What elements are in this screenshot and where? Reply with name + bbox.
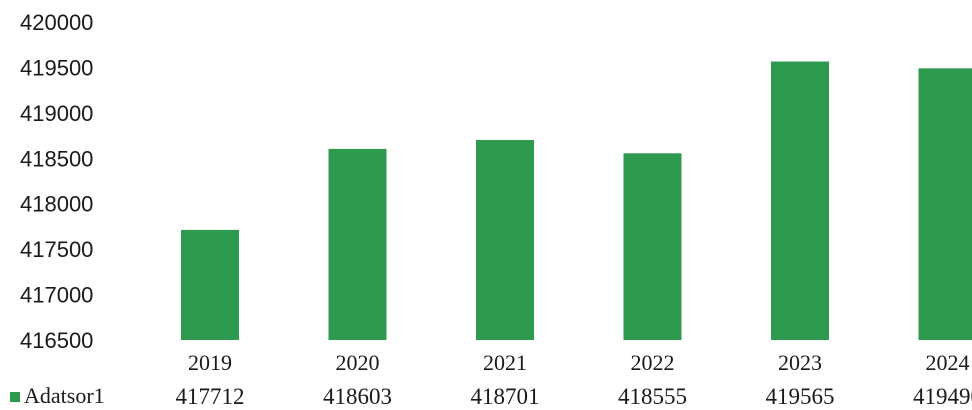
x-category-label: 2021 — [483, 350, 527, 375]
bar-2020 — [328, 148, 387, 340]
data-table-value: 418701 — [471, 384, 540, 409]
bar-2024 — [918, 68, 972, 340]
x-category-label: 2024 — [926, 350, 970, 375]
bar-2022 — [623, 153, 682, 340]
x-category-label: 2019 — [188, 350, 232, 375]
y-tick-label: 419000 — [20, 101, 93, 126]
x-category-label: 2020 — [336, 350, 380, 375]
bar-2019 — [181, 229, 239, 340]
x-category-label: 2022 — [631, 350, 675, 375]
data-table-value: 418555 — [618, 384, 687, 409]
data-table-value: 419565 — [766, 384, 835, 409]
y-tick-label: 416500 — [20, 328, 93, 353]
bars — [181, 61, 972, 340]
y-tick-label: 419500 — [20, 55, 93, 80]
legend-key — [10, 392, 20, 402]
y-axis: 416500 417000 417500 418000 418500 419000 4195… — [20, 10, 93, 353]
data-table-row: Adatsor1 417712 418603 418701 418555 419565 4… — [10, 383, 972, 409]
y-tick-label: 418000 — [20, 192, 93, 217]
x-axis: 2019 2020 2021 2022 2023 2024 — [188, 350, 970, 375]
y-tick-label: 418500 — [20, 146, 93, 171]
y-tick-label: 417500 — [20, 237, 93, 262]
y-tick-label: 417000 — [20, 283, 93, 308]
x-category-label: 2023 — [778, 350, 822, 375]
bar-2023 — [771, 61, 829, 340]
legend-label: Adatsor1 — [24, 383, 105, 408]
data-table-value: 417712 — [176, 384, 245, 409]
data-table-value: 419490 — [913, 384, 972, 409]
data-table-value: 418603 — [323, 384, 392, 409]
bar-2021 — [476, 140, 534, 340]
y-tick-label: 420000 — [20, 10, 93, 35]
